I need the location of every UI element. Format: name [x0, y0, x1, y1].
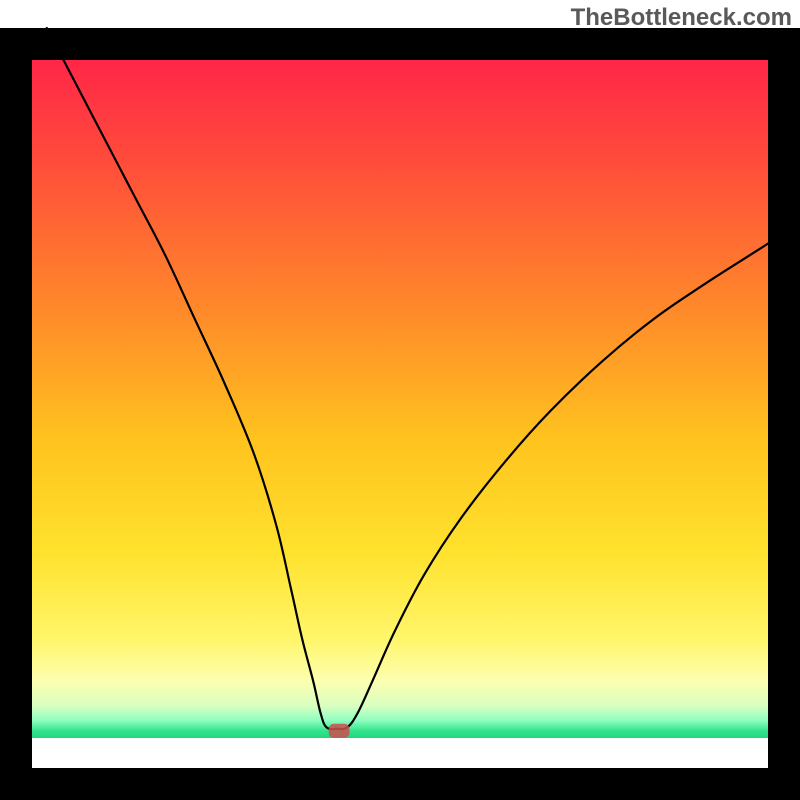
plot-background: [32, 28, 772, 738]
watermark-text: TheBottleneck.com: [571, 4, 792, 32]
optimal-point-marker: [329, 724, 350, 738]
bottleneck-chart: [0, 0, 800, 800]
